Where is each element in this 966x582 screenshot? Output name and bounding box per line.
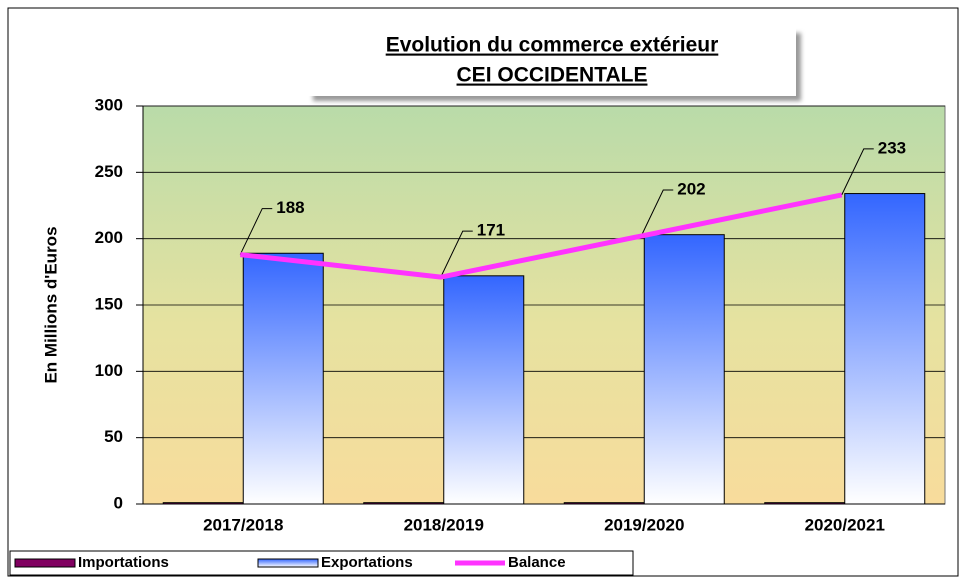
bar <box>643 234 725 505</box>
y-tick-label: 0 <box>114 493 123 512</box>
bar <box>443 275 525 505</box>
bar <box>162 502 244 505</box>
legend-label: Importations <box>78 554 169 571</box>
data-label: 171 <box>477 221 505 240</box>
legend-label: Balance <box>508 554 566 571</box>
label-leader <box>841 148 874 196</box>
line <box>239 192 843 280</box>
y-tick-label: 200 <box>95 228 123 247</box>
legend-label: Exportations <box>321 554 413 571</box>
y-axis-label: En Millions d'Euros <box>41 226 60 383</box>
data-label: 233 <box>878 138 906 157</box>
legend-box <box>9 550 634 576</box>
chart-subtitle: CEI OCCIDENTALE <box>457 64 648 87</box>
label-leader <box>239 208 273 255</box>
y-tick-label: 150 <box>95 294 123 313</box>
x-tick-label: 2019/2020 <box>604 515 684 534</box>
legend-swatch <box>14 558 76 568</box>
label-leader <box>640 189 674 237</box>
bar <box>844 193 926 505</box>
y-tick-label: 300 <box>95 95 123 114</box>
title-box <box>308 28 796 96</box>
data-label: 202 <box>677 179 705 198</box>
bar <box>242 252 324 505</box>
legend-swatch <box>257 558 319 568</box>
x-tick-label: 2018/2019 <box>404 515 484 534</box>
chart-title: Evolution du commerce extérieur <box>386 34 719 57</box>
data-label: 188 <box>276 198 304 217</box>
y-tick-label: 50 <box>104 427 123 446</box>
x-tick-label: 2020/2021 <box>805 515 885 534</box>
bar <box>563 502 645 505</box>
bar <box>764 502 846 505</box>
x-tick-label: 2017/2018 <box>203 515 283 534</box>
label-leader <box>440 230 473 278</box>
bar <box>363 502 445 505</box>
y-tick-label: 100 <box>95 361 123 380</box>
y-tick-label: 250 <box>95 162 123 181</box>
